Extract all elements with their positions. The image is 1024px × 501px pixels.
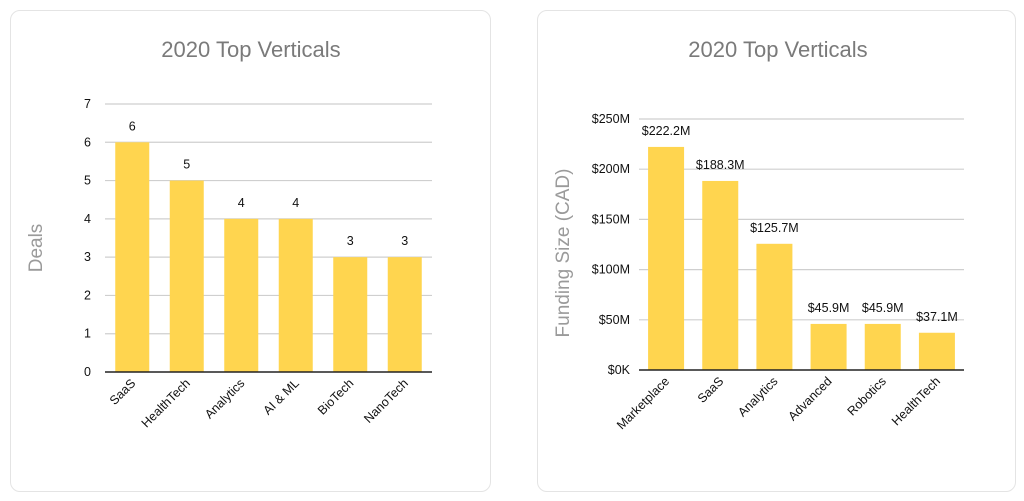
y-tick-label: 6 <box>84 135 91 149</box>
y-tick-label: $100M <box>592 263 630 277</box>
deals-chart: 2020 Top Verticals Deals 0 1 2 3 4 5 6 7 6 5 4 4 3 3… <box>26 37 432 430</box>
y-tick-label: 3 <box>84 250 91 264</box>
funding-chart: 2020 Top Verticals Funding Size (CAD) $0… <box>553 37 964 432</box>
bar <box>648 146 685 370</box>
y-tick-label: 5 <box>84 174 91 188</box>
y-tick-label: 1 <box>84 327 91 341</box>
category-label: HealthTech <box>139 376 193 430</box>
y-tick-label: $50M <box>599 313 630 327</box>
y-tick-label: $250M <box>592 112 630 126</box>
data-label: 6 <box>129 119 136 133</box>
bar <box>702 180 739 370</box>
category-label: HealthTech <box>889 374 943 428</box>
category-label: SaaS <box>107 376 139 408</box>
bar <box>810 323 847 370</box>
bar <box>115 142 150 372</box>
data-label: $45.9M <box>808 301 850 315</box>
bar <box>278 218 313 372</box>
bar <box>169 180 204 372</box>
bar <box>864 323 901 370</box>
y-tick-label: $200M <box>592 162 630 176</box>
data-label: 3 <box>401 234 408 248</box>
category-label: BioTech <box>315 376 356 417</box>
category-label: AI & ML <box>261 376 302 417</box>
data-label: $188.3M <box>696 158 745 172</box>
y-axis-label: Deals <box>26 224 47 273</box>
category-label: Marketplace <box>614 374 672 432</box>
category-label: Advanced <box>785 374 834 423</box>
y-tick-label: $150M <box>592 212 630 226</box>
data-label: 5 <box>183 158 190 172</box>
bar <box>224 218 259 372</box>
y-tick-label: 4 <box>84 212 91 226</box>
chart-title: 2020 Top Verticals <box>161 37 340 62</box>
bar <box>756 243 793 370</box>
category-label: NanoTech <box>361 376 411 426</box>
data-label: $222.2M <box>642 124 691 138</box>
data-label: $37.1M <box>916 310 958 324</box>
category-label: Analytics <box>202 376 247 421</box>
category-label: Analytics <box>735 374 780 419</box>
data-label: 3 <box>347 234 354 248</box>
data-label: $125.7M <box>750 221 799 235</box>
funding-chart-card: 2020 Top Verticals Funding Size (CAD) $0… <box>537 10 1016 492</box>
y-tick-label: 2 <box>84 288 91 302</box>
category-label: SaaS <box>695 374 727 406</box>
y-tick-label: 7 <box>84 97 91 111</box>
y-tick-label: $0K <box>608 363 631 377</box>
category-label: Robotics <box>845 374 889 418</box>
data-label: 4 <box>238 196 245 210</box>
chart-title: 2020 Top Verticals <box>688 37 867 62</box>
bar <box>333 257 368 372</box>
data-label: $45.9M <box>862 301 904 315</box>
data-label: 4 <box>292 196 299 210</box>
y-axis-label: Funding Size (CAD) <box>553 169 574 338</box>
bar <box>387 257 422 372</box>
y-tick-label: 0 <box>84 365 91 379</box>
deals-chart-card: 2020 Top Verticals Deals 0 1 2 3 4 5 6 7 6 5 4 4 3 3… <box>10 10 491 492</box>
bar <box>918 332 955 370</box>
